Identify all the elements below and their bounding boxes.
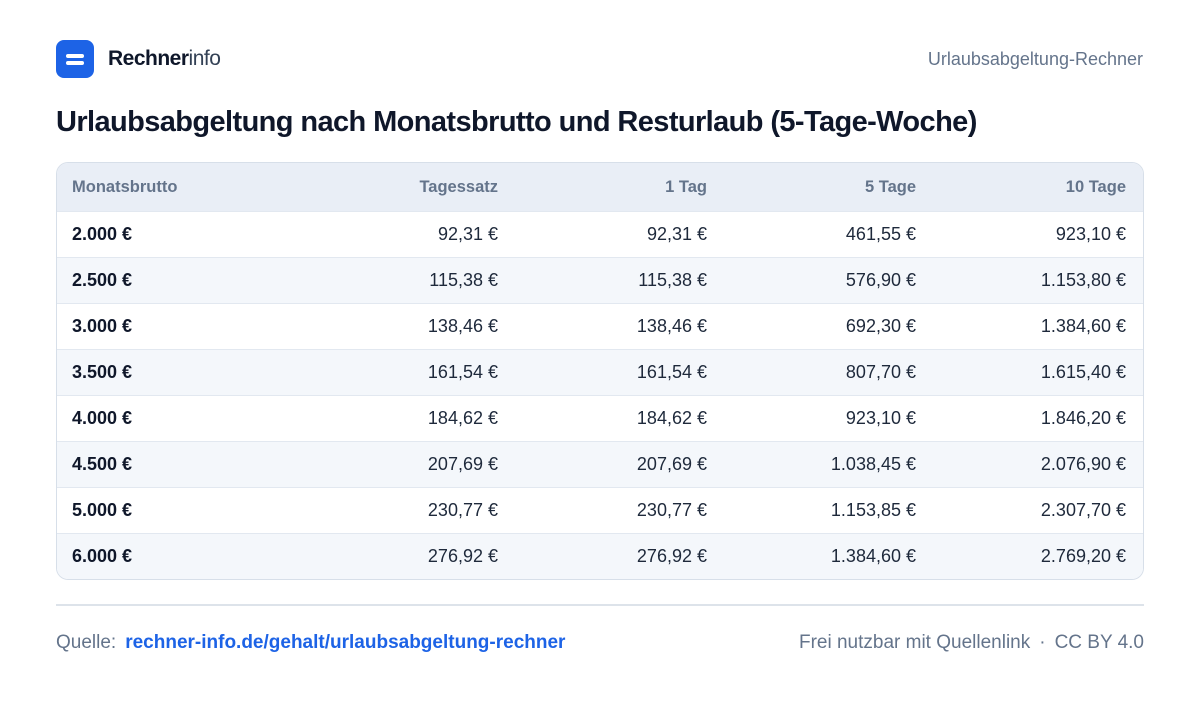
brand-name: Rechnerinfo xyxy=(108,47,221,71)
cell-5-tage: 576,90 € xyxy=(845,270,916,290)
cell-5-tage: 1.384,60 € xyxy=(830,546,916,566)
footer-divider xyxy=(56,604,1144,606)
cell-10-tage: 1.615,40 € xyxy=(1040,362,1126,382)
cell-tagessatz: 92,31 € xyxy=(437,224,498,244)
column-header-monatsbrutto: Monatsbrutto xyxy=(72,177,178,196)
license-info: Frei nutzbar mit Quellenlink · CC BY 4.0 xyxy=(799,632,1144,654)
footer: Quelle: rechner-info.de/gehalt/urlaubsabg… xyxy=(56,630,1144,656)
cell-10-tage: 1.153,80 € xyxy=(1040,270,1126,290)
cell-1-tag: 138,46 € xyxy=(636,316,707,336)
data-table: Monatsbrutto Tagessatz 1 Tag 5 Tage 10 T… xyxy=(56,162,1144,580)
license-label: CC BY 4.0 xyxy=(1054,632,1144,653)
source-label: Quelle: xyxy=(56,632,117,653)
cell-5-tage: 923,10 € xyxy=(845,408,916,428)
cell-monatsbrutto: 3.500 € xyxy=(72,362,133,382)
calculator-name: Urlaubsabgeltung-Rechner xyxy=(927,48,1143,69)
cell-tagessatz: 138,46 € xyxy=(427,316,498,336)
cell-tagessatz: 184,62 € xyxy=(427,408,498,428)
brand-name-light: info xyxy=(188,47,221,70)
column-header-1-tag: 1 Tag xyxy=(665,177,707,196)
cell-tagessatz: 115,38 € xyxy=(429,270,498,290)
cell-5-tage: 807,70 € xyxy=(845,362,916,382)
cell-1-tag: 184,62 € xyxy=(636,408,707,428)
cell-10-tage: 2.076,90 € xyxy=(1040,454,1126,474)
cell-5-tage: 1.038,45 € xyxy=(830,454,916,474)
source-link[interactable]: rechner-info.de/gehalt/urlaubsabgeltung-… xyxy=(125,632,566,653)
cell-1-tag: 115,38 € xyxy=(638,270,707,290)
cell-1-tag: 276,92 € xyxy=(636,546,707,566)
table-row: 5.000 € 230,77 € 230,77 € 1.153,85 € 2.3… xyxy=(57,487,1143,533)
cell-monatsbrutto: 3.000 € xyxy=(72,316,133,336)
cell-10-tage: 2.769,20 € xyxy=(1040,546,1126,566)
table-row: 4.000 € 184,62 € 184,62 € 923,10 € 1.846… xyxy=(57,395,1143,441)
cell-tagessatz: 276,92 € xyxy=(427,546,498,566)
cell-tagessatz: 207,69 € xyxy=(427,454,498,474)
cell-5-tage: 461,55 € xyxy=(845,224,916,244)
cell-monatsbrutto: 2.000 € xyxy=(72,224,133,244)
cell-monatsbrutto: 2.500 € xyxy=(72,270,133,290)
usage-note: Frei nutzbar mit Quellenlink xyxy=(798,632,1031,653)
table-row: 3.500 € 161,54 € 161,54 € 807,70 € 1.615… xyxy=(57,349,1143,395)
table-header-row: Monatsbrutto Tagessatz 1 Tag 5 Tage 10 T… xyxy=(57,163,1143,211)
cell-1-tag: 92,31 € xyxy=(646,224,707,244)
cell-monatsbrutto: 4.500 € xyxy=(72,454,133,474)
cell-1-tag: 161,54 € xyxy=(636,362,707,382)
cell-1-tag: 230,77 € xyxy=(636,500,707,520)
column-header-5-tage: 5 Tage xyxy=(864,177,916,196)
cell-tagessatz: 230,77 € xyxy=(427,500,498,520)
table-row: 3.000 € 138,46 € 138,46 € 692,30 € 1.384… xyxy=(57,303,1143,349)
cell-10-tage: 2.307,70 € xyxy=(1040,500,1126,520)
cell-10-tage: 1.846,20 € xyxy=(1040,408,1126,428)
source: Quelle: rechner-info.de/gehalt/urlaubsabg… xyxy=(56,632,565,654)
cell-5-tage: 1.153,85 € xyxy=(830,500,916,520)
logo-bar-top xyxy=(66,54,84,58)
brand-name-strong: Rechner xyxy=(108,47,189,70)
table-row: 6.000 € 276,92 € 276,92 € 1.384,60 € 2.7… xyxy=(57,533,1143,579)
brand[interactable]: Rechnerinfo xyxy=(56,40,221,78)
page-title: Urlaubsabgeltung nach Monatsbrutto und R… xyxy=(56,106,977,138)
column-header-tagessatz: Tagessatz xyxy=(419,177,498,196)
cell-tagessatz: 161,54 € xyxy=(427,362,498,382)
cell-10-tage: 1.384,60 € xyxy=(1040,316,1126,336)
cell-5-tage: 692,30 € xyxy=(845,316,916,336)
cell-monatsbrutto: 4.000 € xyxy=(72,408,133,428)
separator-dot: · xyxy=(1039,632,1046,653)
cell-monatsbrutto: 5.000 € xyxy=(72,500,133,520)
header: Rechnerinfo Urlaubsabgeltung-Rechner xyxy=(56,40,1143,78)
cell-1-tag: 207,69 € xyxy=(636,454,707,474)
column-header-10-tage: 10 Tage xyxy=(1065,177,1126,196)
table-row: 2.000 € 92,31 € 92,31 € 461,55 € 923,10 … xyxy=(57,211,1143,257)
logo-icon xyxy=(56,40,94,78)
table-row: 4.500 € 207,69 € 207,69 € 1.038,45 € 2.0… xyxy=(57,441,1143,487)
table-row: 2.500 € 115,38 € 115,38 € 576,90 € 1.153… xyxy=(57,257,1143,303)
cell-10-tage: 923,10 € xyxy=(1055,224,1126,244)
cell-monatsbrutto: 6.000 € xyxy=(72,546,133,566)
logo-bar-bottom xyxy=(66,61,84,65)
